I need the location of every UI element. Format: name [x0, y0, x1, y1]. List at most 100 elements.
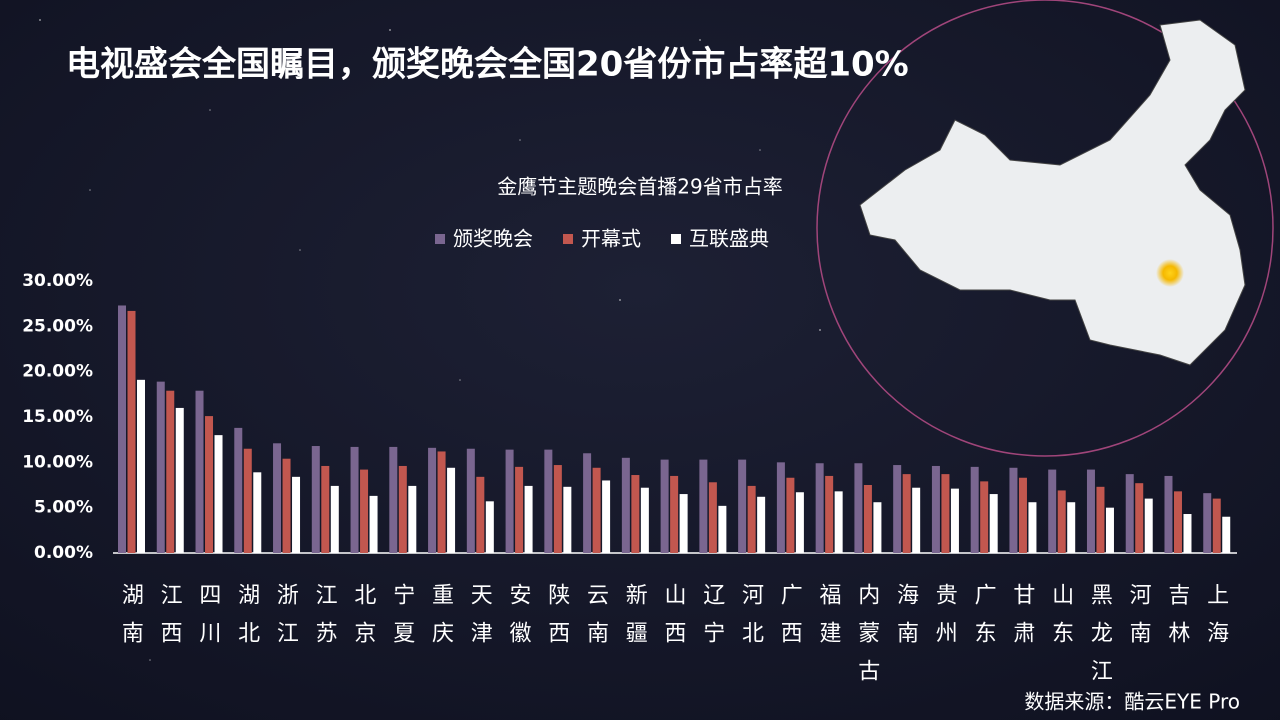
bar	[873, 502, 882, 553]
stars	[39, 19, 821, 661]
bar	[825, 475, 834, 553]
bar	[679, 494, 688, 553]
bar	[1173, 491, 1182, 553]
bar	[1135, 483, 1144, 553]
x-tick-label: 河北	[738, 583, 764, 659]
x-tick-label: 广东	[971, 583, 997, 659]
bar	[718, 505, 727, 553]
source: 数据来源：酷云EYE Pro	[1024, 690, 1240, 714]
y-tick-label: 30.00%	[22, 271, 93, 291]
x-tick-label: 安徽	[505, 583, 531, 659]
bar	[205, 416, 214, 553]
y-tick-label: 25.00%	[22, 316, 93, 336]
bar	[902, 474, 911, 553]
bar	[369, 495, 378, 553]
bar	[282, 458, 291, 553]
map-ring	[816, 0, 1274, 457]
bar	[360, 469, 369, 553]
bar	[1009, 467, 1018, 553]
x-tick-label: 浙江	[273, 583, 299, 659]
bar	[466, 448, 475, 553]
x-tick-label: 甘肃	[1009, 583, 1035, 659]
x-tick-label: 海南	[893, 583, 919, 659]
bar	[166, 390, 175, 553]
bar	[699, 459, 708, 553]
x-tick-label: 新疆	[622, 583, 648, 659]
bar	[127, 310, 136, 553]
bar	[980, 481, 989, 553]
bar	[1018, 477, 1027, 553]
bar	[515, 466, 524, 553]
bar	[428, 447, 437, 553]
bar	[592, 467, 601, 553]
x-tick-label: 云南	[583, 583, 608, 659]
bar	[544, 449, 553, 553]
x-tick-label: 贵州	[932, 583, 958, 659]
bar	[941, 474, 950, 553]
bar	[447, 467, 456, 553]
bar	[311, 446, 320, 553]
x-tick-label: 福建	[816, 583, 842, 659]
hunan-highlight	[1156, 259, 1184, 287]
bar	[524, 485, 533, 553]
bar	[621, 457, 630, 553]
x-tick-label: 重庆	[428, 583, 454, 659]
china-map	[859, 19, 1246, 366]
bar	[795, 492, 804, 553]
x-tick-label: 陕西	[544, 583, 569, 659]
bar	[776, 462, 785, 553]
x-tick-label: 黑龙江	[1087, 583, 1113, 697]
bar	[1203, 493, 1212, 553]
bar	[253, 472, 262, 553]
x-tick-label: 吉林	[1164, 583, 1190, 659]
bar	[660, 459, 669, 553]
bar	[137, 379, 145, 553]
bar	[214, 435, 223, 553]
bar	[1028, 502, 1037, 553]
bar	[1048, 469, 1057, 553]
bar	[292, 476, 301, 553]
bar	[631, 475, 640, 553]
bar	[912, 487, 921, 553]
bar	[195, 390, 204, 553]
y-tick-label: 15.00%	[22, 407, 93, 427]
bar	[1125, 474, 1134, 553]
bar	[234, 427, 243, 553]
x-tick-label: 天津	[467, 583, 493, 659]
bar	[1212, 498, 1221, 553]
x-tick-label: 北京	[350, 583, 376, 659]
y-tick-label: 5.00%	[34, 498, 93, 518]
bar	[1105, 507, 1114, 553]
bar	[1067, 502, 1076, 553]
x-tick-label: 湖北	[234, 583, 260, 659]
bar	[553, 465, 562, 553]
bar	[330, 485, 339, 553]
bar	[670, 475, 679, 553]
bar	[970, 466, 979, 553]
bar	[408, 485, 417, 553]
bar	[863, 485, 872, 553]
bar	[1144, 498, 1153, 553]
bar	[931, 465, 940, 553]
bar	[757, 496, 766, 553]
bar	[1086, 469, 1095, 553]
y-tick-label: 0.00%	[34, 543, 93, 563]
bar	[1057, 490, 1066, 553]
legend-swatch	[435, 234, 445, 244]
x-tick-label: 山西	[661, 583, 686, 659]
legend-label: 颁奖晚会	[453, 227, 533, 251]
bar	[505, 449, 514, 553]
x-tick-label: 宁夏	[389, 583, 415, 659]
bar	[350, 446, 359, 553]
bar	[738, 459, 747, 553]
x-tick-label: 山东	[1048, 583, 1073, 659]
x-tick-label: 江西	[157, 583, 183, 659]
bar	[583, 453, 592, 553]
chart-subtitle: 金鹰节主题晚会首播29省市占率	[497, 175, 782, 199]
bar	[437, 451, 446, 553]
bar	[476, 476, 485, 553]
bar	[243, 448, 252, 553]
bar	[786, 477, 795, 553]
